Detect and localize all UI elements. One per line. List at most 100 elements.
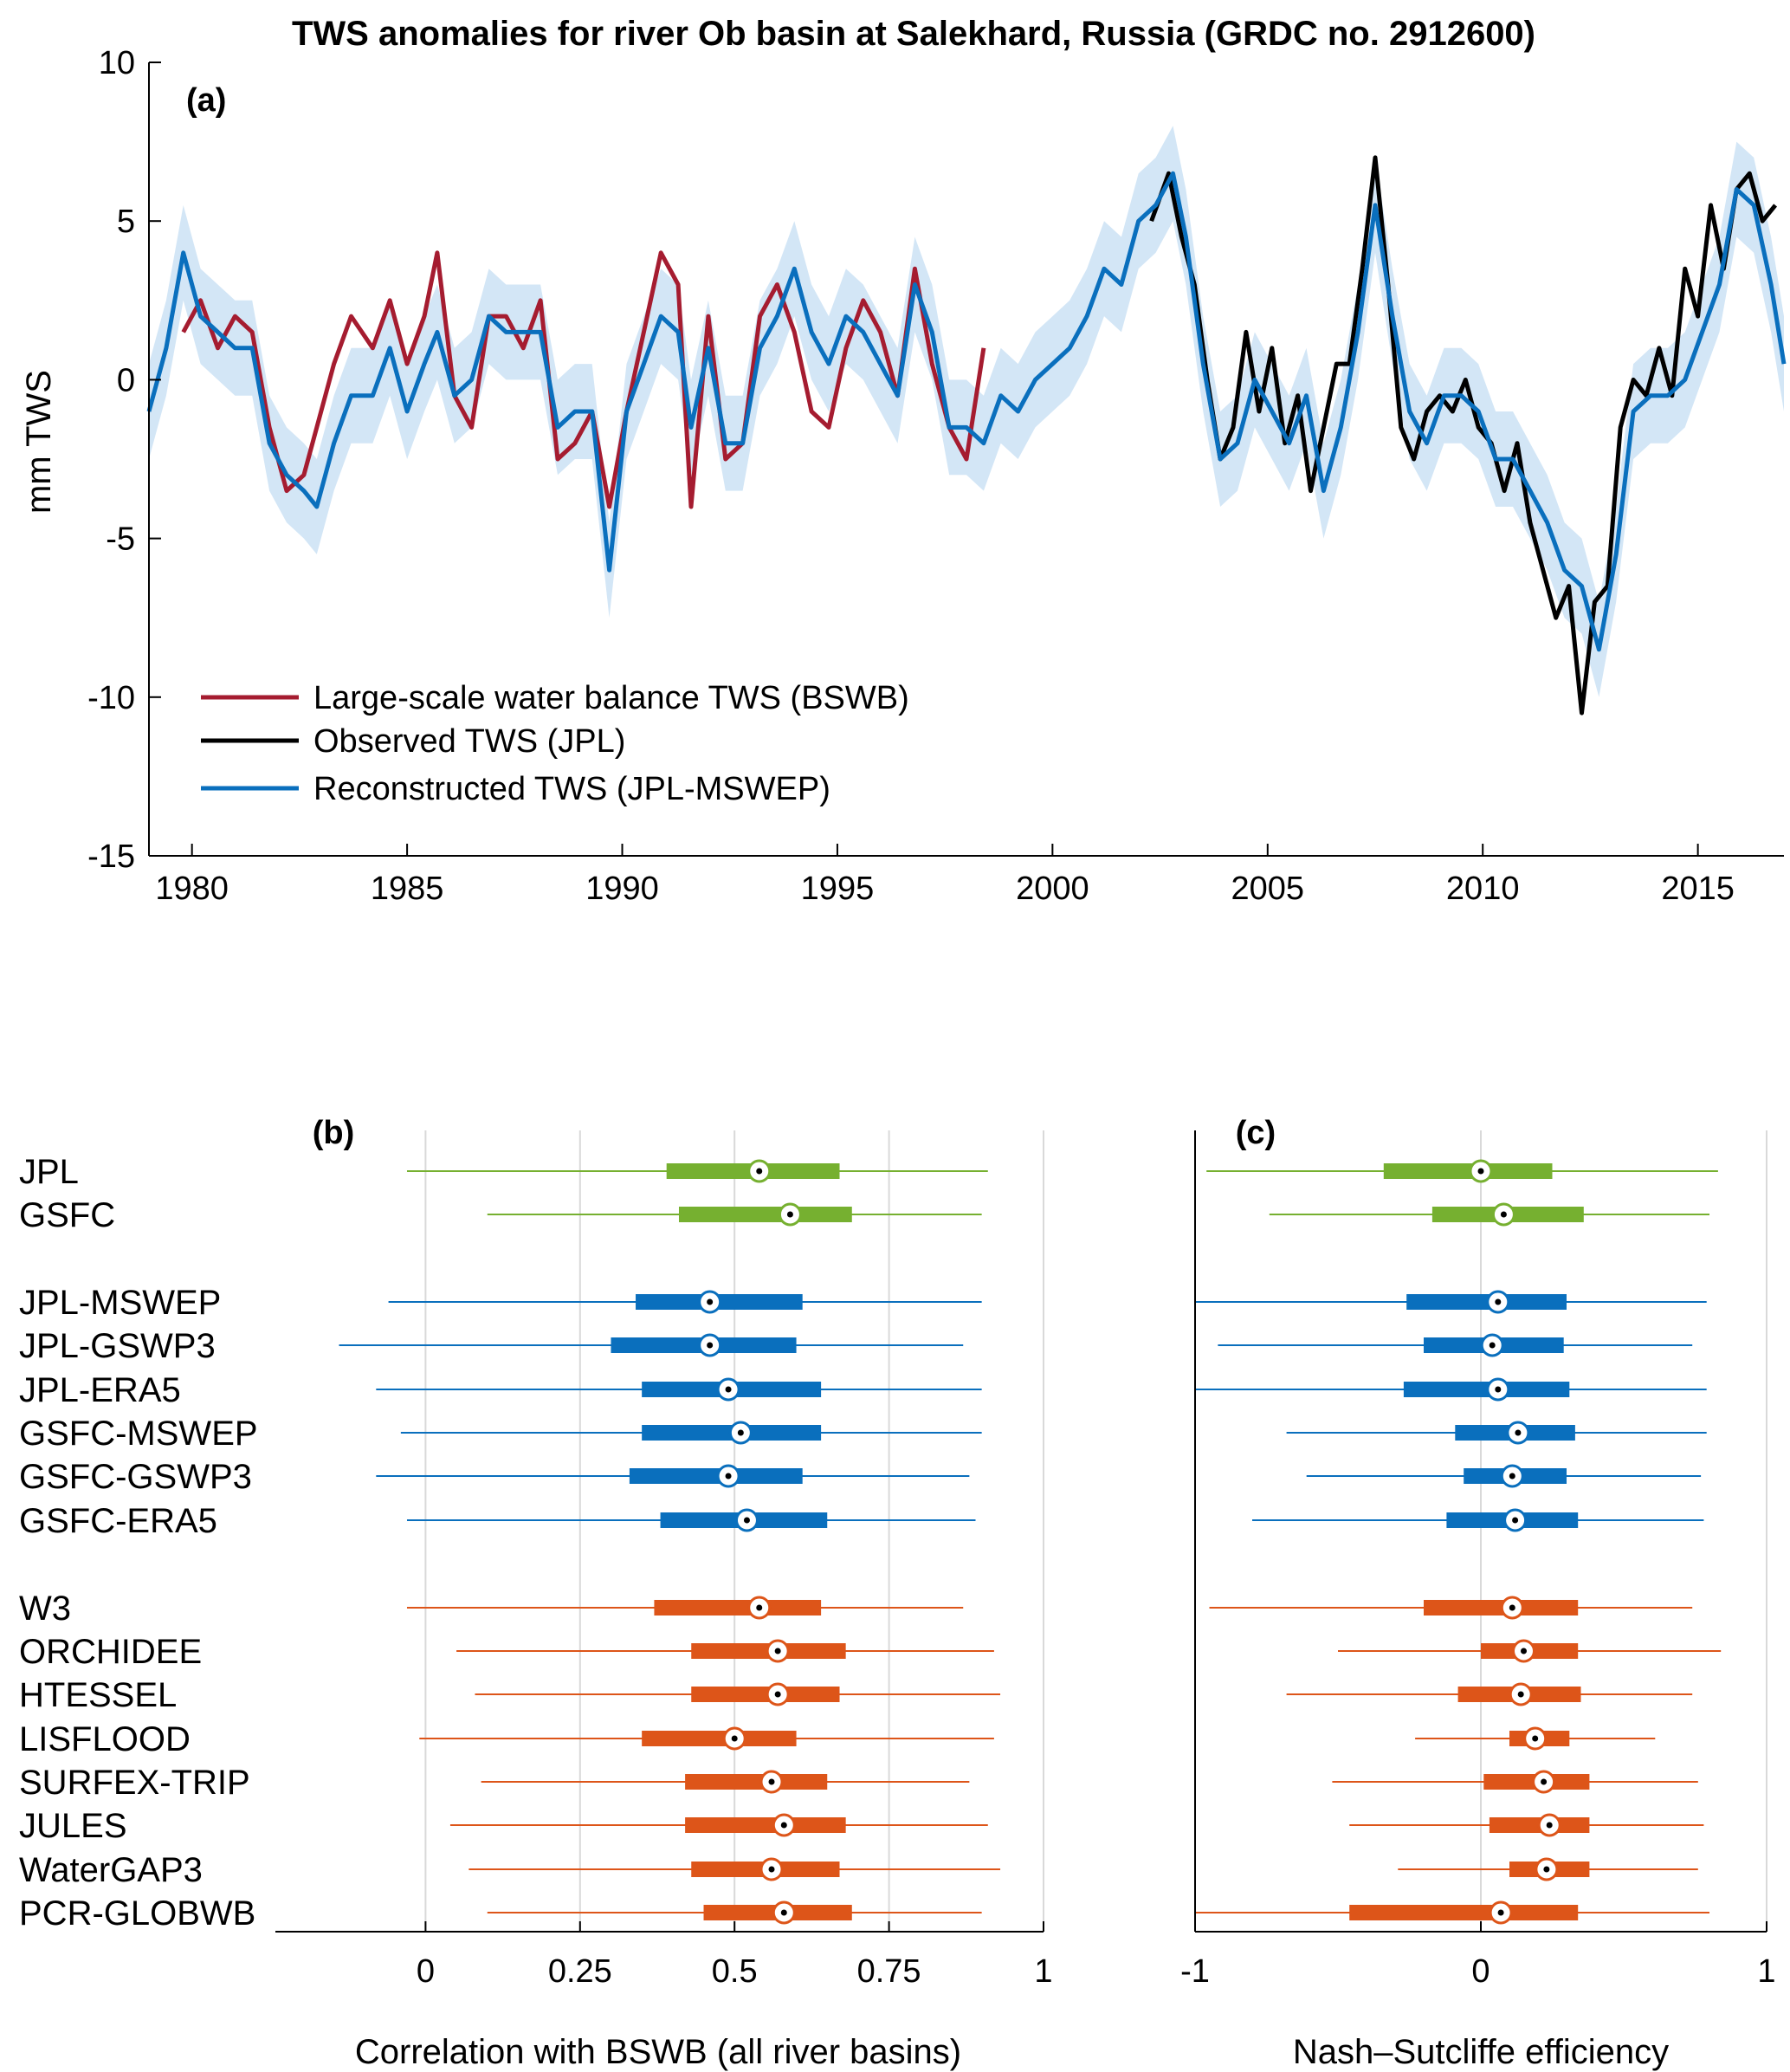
line-series [146,155,1787,715]
boxes-c [1195,1159,1722,1925]
x-tick-label: 0 [417,1953,435,1990]
median-dot [768,1778,775,1785]
x-tick-label: 2005 [1231,871,1305,907]
median-dot [707,1298,714,1305]
legend-label: Large-scale water balance TWS (BSWB) [313,680,909,716]
x-tick-label: 2010 [1446,871,1520,907]
x-tick-label: 2015 [1661,871,1735,907]
row-label: GSFC-MSWEP [19,1415,258,1453]
axes-c: -1 0 1 [1180,1130,1776,1990]
median-dot [1509,1473,1515,1480]
median-dot [780,1909,787,1916]
median-dot [1521,1648,1527,1654]
legend-label: Reconstructed TWS (JPL-MSWEP) [313,771,830,807]
grid-c [1480,1130,1767,1932]
median-dot [1517,1691,1524,1698]
y-tick-label: 10 [99,45,135,81]
x-tick-label: 0 [1471,1953,1490,1990]
row-label: JULES [19,1807,127,1845]
row-label: LISFLOOD [19,1720,191,1758]
series-line-recon [146,171,1787,652]
iqr-box [678,1207,852,1222]
iqr-box [691,1687,840,1702]
x-tick-label: 0.75 [857,1953,921,1990]
x-tick-label: 0.5 [712,1953,758,1990]
iqr-box [1349,1905,1579,1920]
median-dot [743,1517,750,1524]
median-dot [1489,1342,1496,1349]
median-dot [725,1386,732,1393]
x-tick-label: 1 [1034,1953,1052,1990]
x-tick-label: -1 [1180,1953,1210,1990]
row-label: JPL [19,1153,79,1191]
x-tick-label: 1985 [371,871,444,907]
panel-c-nse-boxplot: (c) Nash–Sutcliffe efficiency -1 0 1 [1180,1115,1775,2071]
median-dot [756,1168,763,1175]
panel-b-correlation-boxplot: (b) Correlation with BSWB (all river bas… [19,1115,1053,2071]
median-dot [780,1822,787,1829]
row-label: WaterGAP3 [19,1851,203,1889]
chart-title: TWS anomalies for river Ob basin at Sale… [292,15,1535,53]
row-label: W3 [19,1590,71,1628]
row-label: GSFC [19,1196,115,1234]
iqr-box [654,1600,822,1616]
y-tick-label: -15 [87,839,135,875]
y-tick-label: 5 [117,204,135,240]
x-axis-label-b: Correlation with BSWB (all river basins) [355,2033,961,2071]
x-axis-label-c: Nash–Sutcliffe efficiency [1293,2033,1669,2071]
panel-a-tws-timeseries: TWS anomalies for river Ob basin at Sale… [20,15,1787,907]
median-dot [1477,1168,1484,1175]
panel-c-label: (c) [1236,1115,1276,1151]
x-tick-label: 2000 [1016,871,1089,907]
y-tick-label: -5 [106,521,135,558]
boxes-b [339,1159,1001,1925]
median-dot [1546,1822,1553,1829]
y-axis-label: mm TWS [20,370,58,514]
row-label: JPL-GSWP3 [19,1327,216,1365]
median-dot [707,1342,714,1349]
iqr-box [642,1731,797,1746]
x-tick-label: 1 [1757,1953,1775,1990]
panel-a-label: (a) [186,82,226,119]
median-dot [1497,1909,1504,1916]
row-label: JPL-MSWEP [19,1284,221,1322]
median-dot [1495,1386,1502,1393]
uncertainty-band [149,126,1784,697]
legend: Large-scale water balance TWS (BSWB) Obse… [201,680,909,807]
median-dot [1495,1298,1502,1305]
x-tick-label: 1995 [801,871,875,907]
axes-b: 0 0.25 0.5 0.75 1 [275,1921,1053,1990]
row-label: SURFEX-TRIP [19,1764,250,1802]
median-dot [725,1473,732,1480]
median-dot [731,1735,738,1742]
median-dot [786,1211,793,1218]
median-dot [774,1691,781,1698]
median-dot [1500,1211,1507,1218]
x-tick-label: 0.25 [548,1953,612,1990]
median-dot [1515,1429,1522,1436]
y-tick-label: 0 [117,362,135,398]
series-line-bswb [181,250,986,509]
axes-a: 10 5 0 -5 -10 -15 1980 1985 1990 1995 2000 2005 2010… [87,45,1784,907]
median-dot [1509,1604,1515,1611]
x-tick-label: 1990 [585,871,659,907]
median-dot [737,1429,744,1436]
median-dot [774,1648,781,1654]
series-line-jpl [1149,155,1778,715]
iqr-box [685,1817,846,1833]
legend-label: Observed TWS (JPL) [313,723,625,760]
row-label: ORCHIDEE [19,1633,202,1671]
median-dot [768,1866,775,1873]
row-label: HTESSEL [19,1676,177,1714]
iqr-box [685,1774,828,1790]
grid-b [424,1130,1044,1932]
median-dot [1541,1778,1548,1785]
y-tick-label: -10 [87,680,135,716]
row-label: PCR-GLOBWB [19,1894,255,1933]
row-label: GSFC-ERA5 [19,1502,217,1540]
uncertainty-band-area [149,126,1784,697]
model-labels: JPL GSFC JPL-MSWEP JPL-GSWP3 JPL-ERA5 GSFC-MS… [19,1153,258,1933]
row-label: GSFC-GSWP3 [19,1458,252,1496]
iqr-box [629,1468,803,1484]
